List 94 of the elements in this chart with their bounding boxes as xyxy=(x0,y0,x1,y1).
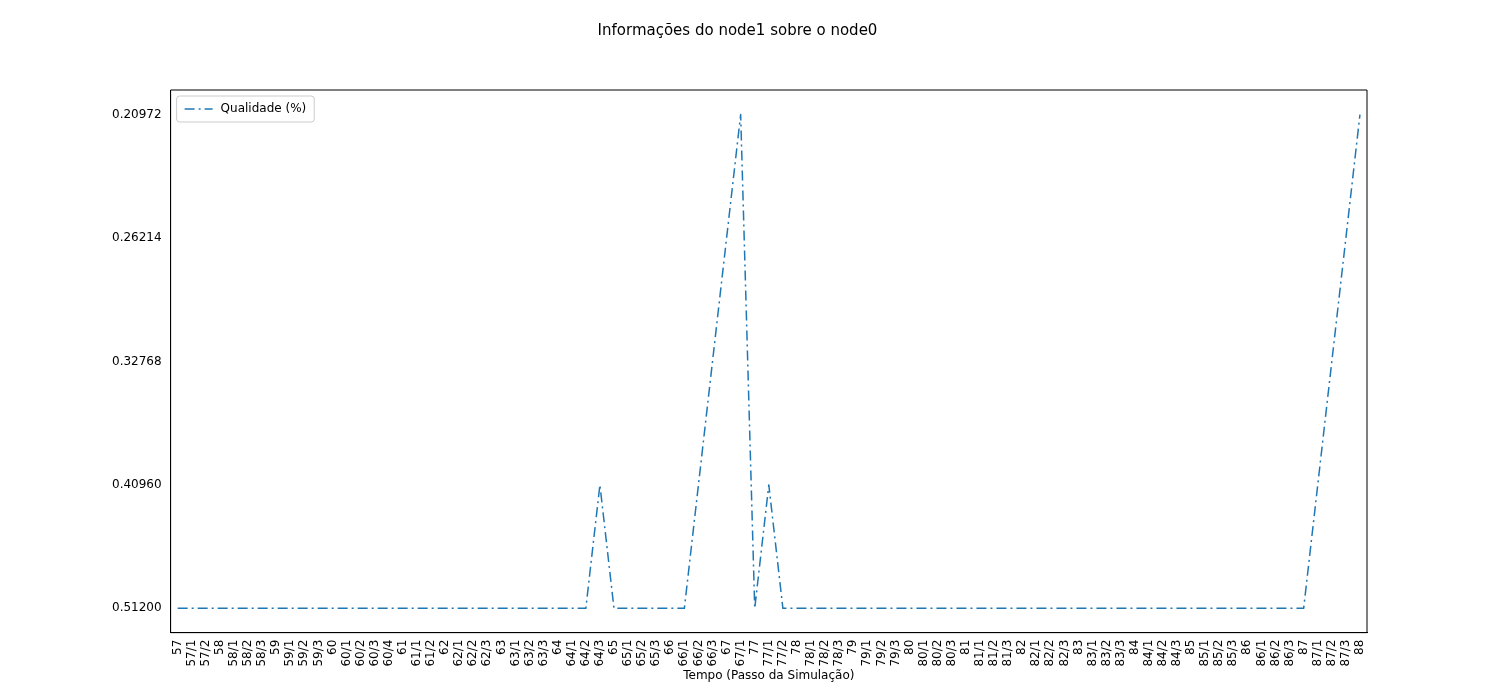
chart-title: Informações do node1 sobre o node0 xyxy=(597,20,878,39)
x-tick-label: 66/2 xyxy=(690,639,705,667)
x-tick-label: 83 xyxy=(1070,639,1085,655)
x-tick-label: 85/3 xyxy=(1225,639,1240,667)
x-tick-label: 82/1 xyxy=(1028,639,1043,667)
x-tick-label: 86 xyxy=(1239,639,1254,655)
x-tick-label: 78/1 xyxy=(803,639,818,667)
x-tick-label: 85/2 xyxy=(1211,639,1226,667)
x-tick-label: 86/3 xyxy=(1281,639,1296,667)
x-tick-label: 67/1 xyxy=(732,639,747,667)
x-tick-label: 61/1 xyxy=(409,639,424,667)
x-tick-label: 79 xyxy=(845,639,860,655)
x-tick-label: 65/1 xyxy=(620,639,635,667)
x-tick-label: 82/2 xyxy=(1042,639,1057,667)
x-tick-label: 80/1 xyxy=(915,639,930,667)
x-tick-label: 60/3 xyxy=(366,639,381,667)
y-tick-label: 0.20972 xyxy=(112,106,162,121)
x-tick-label: 59/1 xyxy=(282,639,297,667)
x-tick-label: 62 xyxy=(437,639,452,655)
legend-label: Qualidade (%) xyxy=(220,101,307,116)
x-tick-label: 62/3 xyxy=(479,639,494,667)
y-tick-label: 0.51200 xyxy=(112,600,162,615)
x-tick-label: 78/2 xyxy=(817,639,832,667)
x-tick-label: 65/3 xyxy=(648,639,663,667)
x-tick-label: 86/1 xyxy=(1253,639,1268,667)
x-tick-label: 66/1 xyxy=(676,639,691,667)
x-tick-label: 79/3 xyxy=(887,639,902,667)
x-tick-label: 59 xyxy=(268,639,283,655)
x-tick-label: 82 xyxy=(1014,639,1029,655)
x-tick-label: 87/3 xyxy=(1338,639,1353,667)
x-tick-label: 84 xyxy=(1126,639,1141,655)
x-tick-label: 63/1 xyxy=(507,639,522,667)
y-tick-label: 0.40960 xyxy=(112,477,162,492)
x-tick-label: 61 xyxy=(394,639,409,655)
x-tick-label: 64/1 xyxy=(563,639,578,667)
x-tick-label: 62/1 xyxy=(451,639,466,667)
x-tick-label: 78 xyxy=(789,639,804,655)
x-tick-label: 66 xyxy=(662,639,677,655)
x-tick-label: 57/1 xyxy=(183,639,198,667)
x-tick-label: 84/2 xyxy=(1155,639,1170,667)
x-tick-label: 65 xyxy=(606,639,621,655)
x-tick-label: 79/1 xyxy=(859,639,874,667)
x-tick-label: 82/3 xyxy=(1056,639,1071,667)
x-tick-label: 57 xyxy=(169,639,184,655)
y-tick-label: 0.32768 xyxy=(112,353,162,368)
x-tick-label: 80/3 xyxy=(943,639,958,667)
x-tick-label: 58/3 xyxy=(254,639,269,667)
x-tick-label: 66/3 xyxy=(704,639,719,667)
x-tick-label: 81/1 xyxy=(972,639,987,667)
x-tick-label: 77/2 xyxy=(775,639,790,667)
x-tick-label: 64/2 xyxy=(577,639,592,667)
x-tick-label: 60/1 xyxy=(338,639,353,667)
x-tick-label: 84/1 xyxy=(1140,639,1155,667)
x-tick-label: 80 xyxy=(901,639,916,655)
x-tick-label: 83/3 xyxy=(1112,639,1127,667)
x-tick-label: 62/2 xyxy=(465,639,480,667)
x-tick-label: 58/2 xyxy=(240,639,255,667)
x-tick-label: 60/4 xyxy=(380,639,395,667)
x-tick-label: 87/2 xyxy=(1323,639,1338,667)
x-tick-label: 81/2 xyxy=(986,639,1001,667)
x-tick-label: 60 xyxy=(324,639,339,655)
x-tick-label: 79/2 xyxy=(873,639,888,667)
x-tick-label: 65/2 xyxy=(634,639,649,667)
x-tick-label: 57/2 xyxy=(197,639,212,667)
x-tick-label: 87 xyxy=(1295,639,1310,655)
x-tick-label: 81 xyxy=(957,639,972,655)
x-tick-label: 63/3 xyxy=(535,639,550,667)
x-tick-label: 61/2 xyxy=(423,639,438,667)
x-tick-label: 81/3 xyxy=(1000,639,1015,667)
x-tick-label: 85/1 xyxy=(1197,639,1212,667)
x-tick-label: 77 xyxy=(746,639,761,655)
x-tick-label: 58/1 xyxy=(226,639,241,667)
line-series xyxy=(176,113,1361,610)
x-tick-label: 63 xyxy=(493,639,508,655)
x-tick-label: 59/3 xyxy=(310,639,325,667)
x-tick-label: 60/2 xyxy=(352,639,367,667)
x-tick-label: 86/2 xyxy=(1267,639,1282,667)
x-tick-label: 78/3 xyxy=(831,639,846,667)
x-tick-label: 59/2 xyxy=(296,639,311,667)
x-tick-label: 67 xyxy=(718,639,733,655)
x-tick-label: 77/1 xyxy=(760,639,775,667)
y-tick-label: 0.26214 xyxy=(112,230,162,245)
x-tick-label: 85 xyxy=(1183,639,1198,655)
x-tick-label: 83/1 xyxy=(1084,639,1099,667)
x-tick-label: 63/2 xyxy=(521,639,536,667)
x-axis-title: Tempo (Passo da Simulação) xyxy=(682,667,855,682)
x-tick-label: 88 xyxy=(1352,639,1367,655)
x-tick-label: 87/1 xyxy=(1309,639,1324,667)
x-tick-label: 84/3 xyxy=(1169,639,1184,667)
x-tick-label: 64/3 xyxy=(592,639,607,667)
x-tick-label: 83/2 xyxy=(1098,639,1113,667)
x-tick-label: 80/2 xyxy=(929,639,944,667)
x-tick-label: 64 xyxy=(549,639,564,655)
x-tick-label: 58 xyxy=(212,639,227,655)
